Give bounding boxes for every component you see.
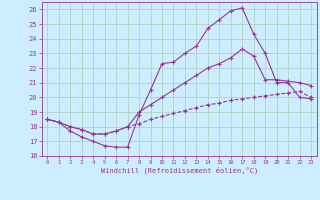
X-axis label: Windchill (Refroidissement éolien,°C): Windchill (Refroidissement éolien,°C) (100, 167, 258, 174)
